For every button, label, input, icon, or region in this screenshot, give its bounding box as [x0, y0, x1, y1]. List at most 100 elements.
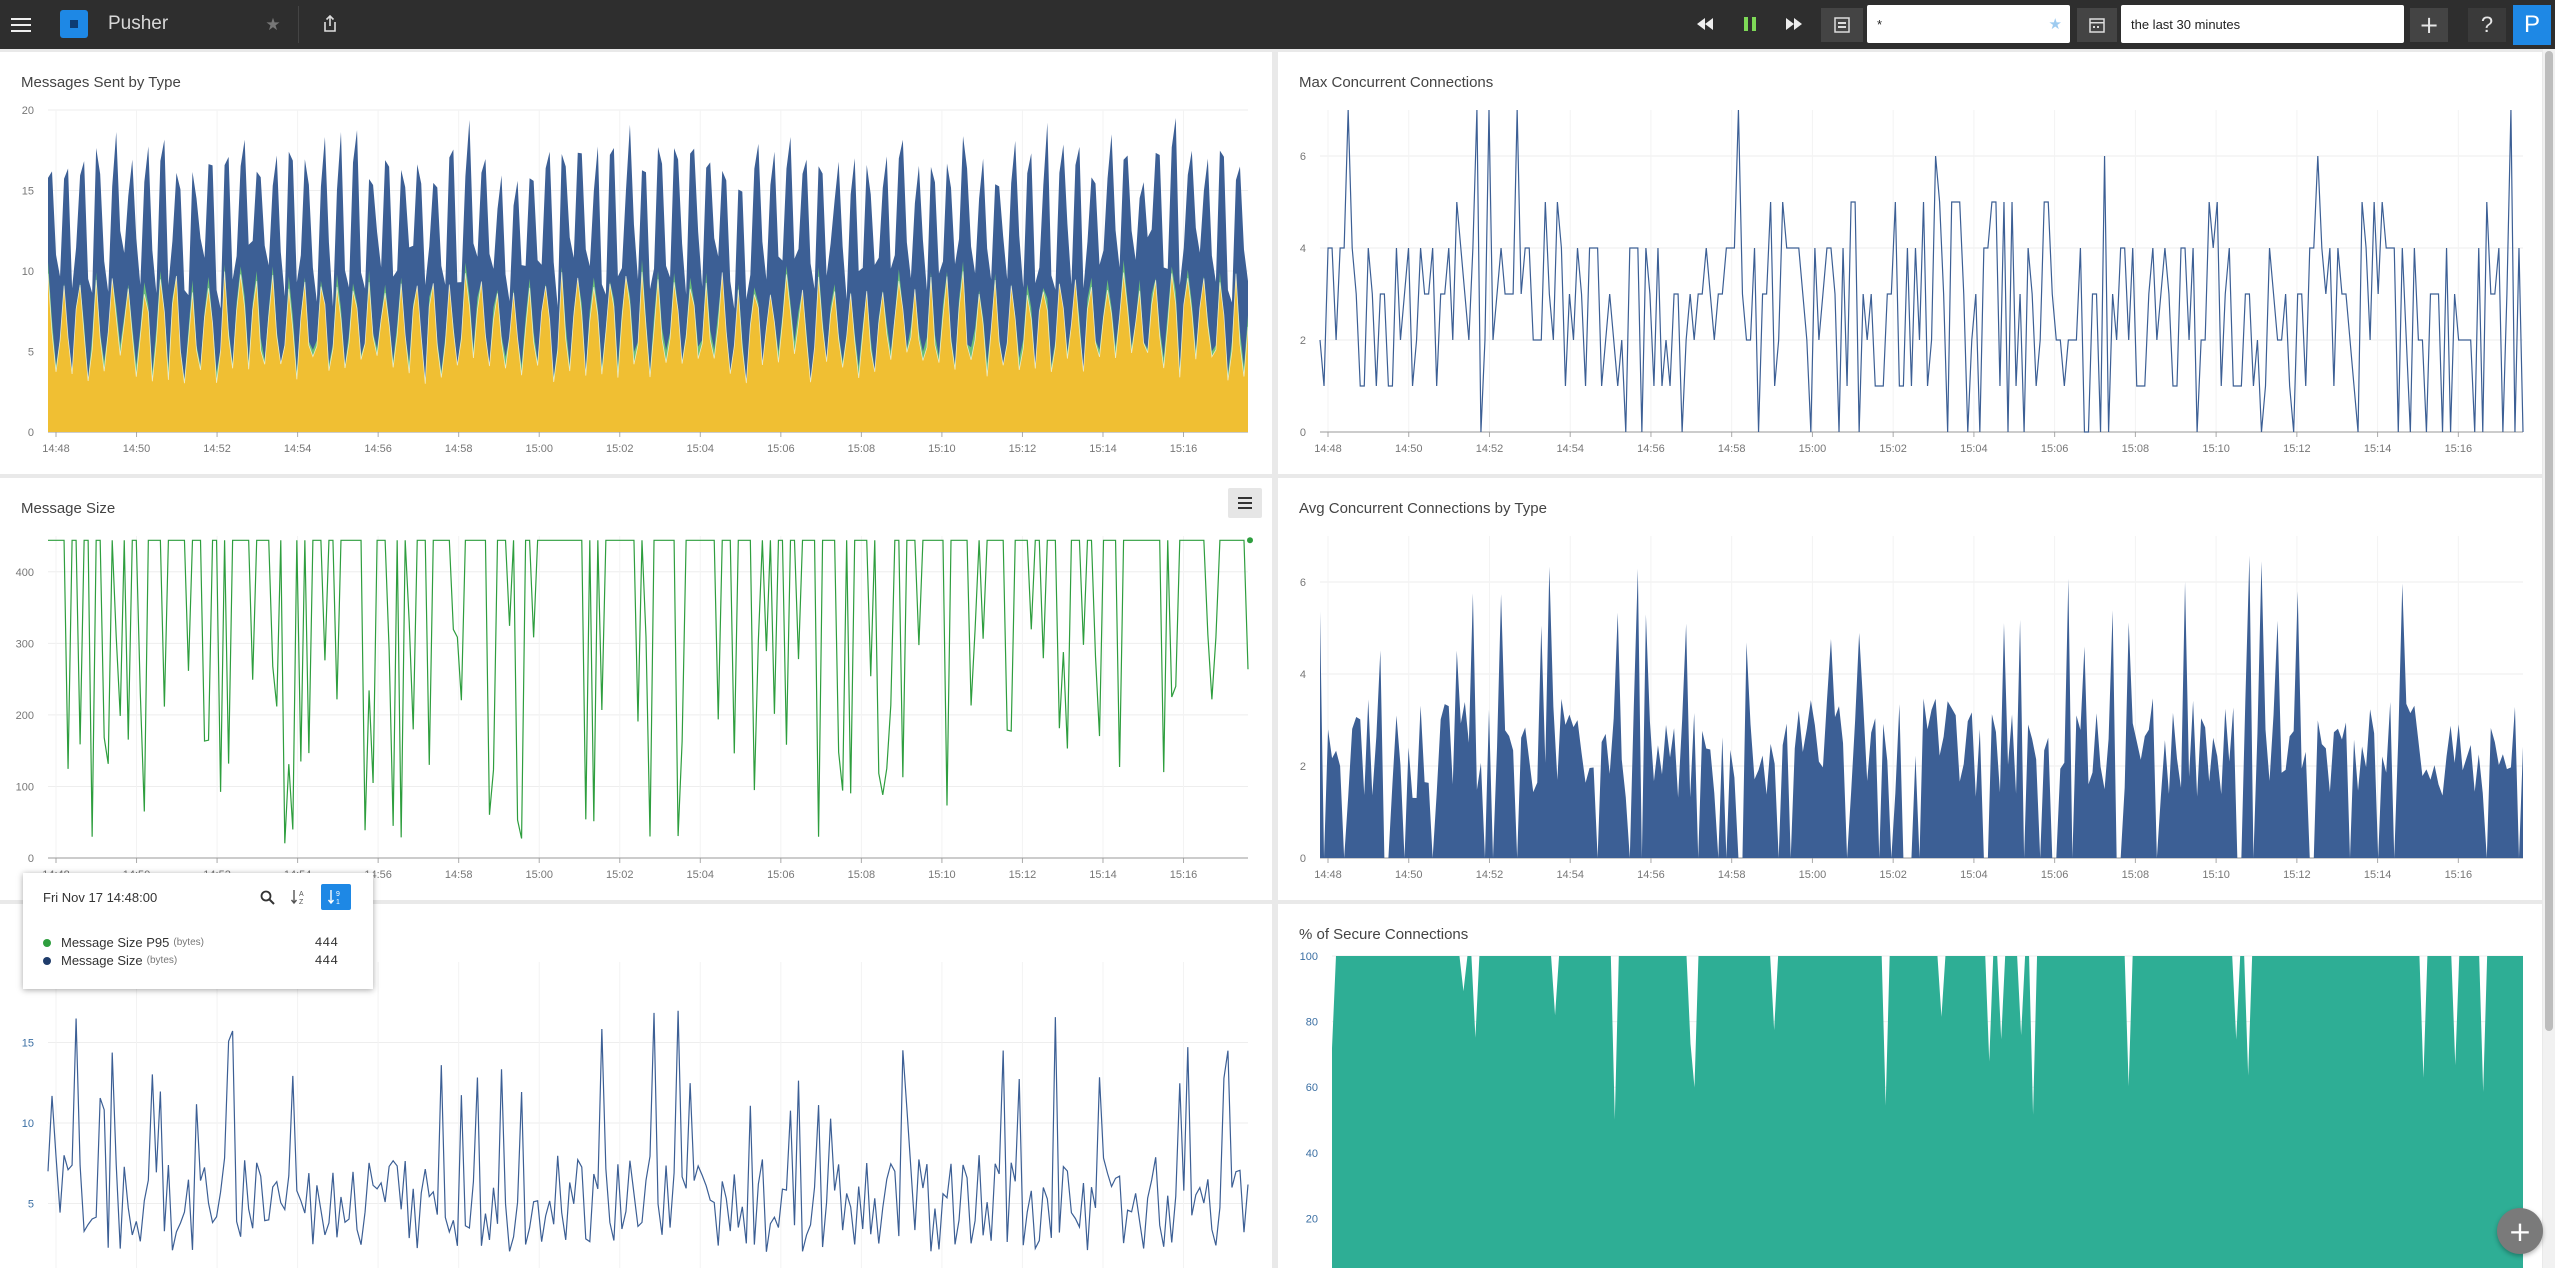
x-tick-label: 15:00 — [525, 869, 553, 881]
add-button[interactable]: + — [2410, 8, 2448, 42]
page-scrollbar[interactable] — [2543, 49, 2555, 1268]
series-name: Message Size P95 — [61, 935, 170, 950]
user-avatar[interactable]: P — [2513, 5, 2551, 45]
y-tick-label: 80 — [1306, 1017, 1318, 1029]
x-tick-label: 14:52 — [1476, 869, 1504, 881]
x-tick-label: 15:16 — [2445, 869, 2473, 881]
time-range-input[interactable]: the last 30 minutes — [2121, 5, 2404, 43]
panel-message-size: Message Size 010020030040014:4814:5014:5… — [0, 478, 1272, 900]
panel-messages-sent-by-type: Messages Sent by Type 0 5 10 15 20 14:48 14:50… — [0, 52, 1272, 474]
series-area — [1320, 555, 2523, 858]
series-area-yellow — [48, 271, 1248, 432]
x-tick-label: 14:54 — [1556, 443, 1584, 455]
rewind-icon[interactable] — [1692, 12, 1718, 36]
x-tick-label: 15:02 — [606, 869, 634, 881]
x-tick-label: 15:00 — [525, 443, 553, 455]
y-tick-label: 10 — [22, 266, 34, 278]
x-tick-label: 15:14 — [1089, 869, 1117, 881]
x-tick-label: 15:02 — [606, 443, 634, 455]
tooltip-row: Message Size (bytes) — [43, 953, 177, 968]
y-tick-label: 100 — [16, 781, 34, 793]
x-tick-label: 15:08 — [2122, 443, 2150, 455]
y-tick-label: 20 — [1306, 1213, 1318, 1225]
x-tick-label: 15:08 — [848, 869, 876, 881]
hamburger-icon[interactable] — [8, 12, 34, 38]
series-line — [1319, 109, 2524, 433]
x-tick-label: 15:06 — [2041, 869, 2069, 881]
x-tick-label: 14:58 — [445, 443, 473, 455]
series-unit: (bytes) — [146, 955, 178, 966]
y-tick-label: 400 — [16, 567, 34, 579]
filter-input-value: * — [1877, 16, 1883, 32]
y-tick-label: 200 — [16, 710, 34, 722]
y-tick-label: 5 — [28, 1199, 34, 1211]
x-tick-label: 15:10 — [928, 443, 956, 455]
x-tick-label: 15:16 — [1170, 869, 1198, 881]
x-tick-label: 14:54 — [284, 443, 312, 455]
pause-icon[interactable] — [1737, 12, 1763, 36]
panel-title: Messages Sent by Type — [21, 74, 181, 91]
x-tick-label: 14:56 — [1637, 869, 1665, 881]
y-tick-label: 2 — [1300, 335, 1306, 347]
x-tick-label: 15:12 — [2283, 443, 2311, 455]
app-logo-icon — [60, 10, 88, 38]
x-tick-label: 15:04 — [1960, 869, 1988, 881]
secure-connections-chart: 2040608010014:4814:5014:5214:5414:5614:5… — [1300, 951, 2523, 1268]
series-color-dot — [43, 956, 51, 965]
x-tick-label: 15:04 — [687, 443, 715, 455]
y-tick-label: 2 — [1300, 761, 1306, 773]
x-tick-label: 15:04 — [1960, 443, 1988, 455]
x-tick-label: 14:48 — [42, 443, 70, 455]
series-line — [48, 539, 1249, 844]
top-bar: Pusher ★ * ★ the last 30 minutes + ? P — [0, 0, 2555, 49]
star-icon[interactable]: ★ — [265, 15, 281, 34]
y-tick-label: 15 — [22, 186, 34, 198]
calendar-icon[interactable] — [2077, 8, 2117, 42]
panel-avg-concurrent-connections: Avg Concurrent Connections by Type 0 2 4 6 1… — [1278, 478, 2542, 900]
app-title: Pusher — [108, 13, 169, 34]
layout-icon[interactable] — [1821, 8, 1863, 42]
x-tick-label: 14:48 — [1314, 443, 1342, 455]
search-icon[interactable] — [256, 886, 278, 908]
star-icon[interactable]: ★ — [2048, 16, 2062, 33]
filter-input[interactable]: * ★ — [1867, 5, 2070, 43]
scrollbar-thumb[interactable] — [2545, 51, 2553, 1031]
x-tick-label: 14:50 — [123, 443, 151, 455]
y-tick-label: 0 — [1300, 427, 1306, 439]
series-value: 444 — [314, 953, 338, 968]
x-tick-label: 15:10 — [2202, 869, 2230, 881]
bottom-left-chart: 5101514:4814:5014:5214:5414:5614:5815:00… — [22, 962, 1249, 1268]
tooltip-row: Message Size P95 (bytes) — [43, 935, 204, 950]
divider — [298, 6, 299, 43]
y-tick-label: 20 — [22, 105, 34, 117]
series-color-dot — [43, 938, 51, 947]
x-tick-label: 15:00 — [1799, 443, 1827, 455]
y-tick-label: 6 — [1300, 151, 1306, 163]
share-icon[interactable] — [318, 12, 342, 36]
svg-text:1: 1 — [336, 899, 340, 905]
x-tick-label: 15:14 — [2364, 443, 2392, 455]
panel-title: Avg Concurrent Connections by Type — [1299, 500, 1547, 517]
x-tick-label: 14:52 — [203, 443, 231, 455]
panel-menu-icon[interactable] — [1228, 488, 1262, 518]
fast-forward-icon[interactable] — [1781, 12, 1807, 36]
x-tick-label: 15:06 — [767, 869, 795, 881]
series-name: Message Size — [61, 953, 143, 968]
max-connections-chart: 0 2 4 6 14:48 14:50 14:52 14:54 14:56 14:58 15:00 1… — [1300, 109, 2524, 455]
help-button[interactable]: ? — [2468, 8, 2506, 42]
y-tick-label: 100 — [1300, 951, 1318, 963]
x-tick-label: 15:06 — [2041, 443, 2069, 455]
x-tick-label: 14:58 — [1718, 443, 1746, 455]
x-tick-label: 15:10 — [2202, 443, 2230, 455]
x-tick-label: 15:08 — [2122, 869, 2150, 881]
time-range-value: the last 30 minutes — [2131, 16, 2241, 32]
x-tick-label: 14:58 — [1718, 869, 1746, 881]
series-line — [47, 1010, 1249, 1252]
y-tick-label: 300 — [16, 638, 34, 650]
y-tick-label: 5 — [28, 347, 34, 359]
add-panel-button[interactable]: + — [2497, 1208, 2543, 1254]
x-tick-label: 14:58 — [445, 869, 473, 881]
svg-text:9: 9 — [336, 891, 340, 898]
